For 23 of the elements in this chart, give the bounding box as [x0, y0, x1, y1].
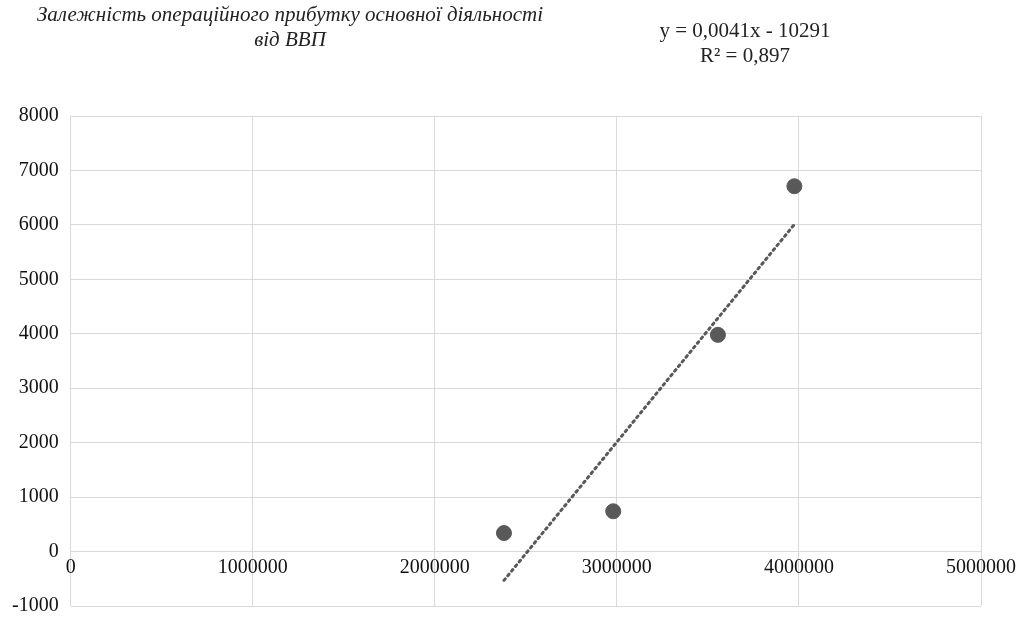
text: R² = 0,897 [699, 43, 791, 68]
y-tick-label: 2000 [18, 429, 59, 452]
x-tick-label: 5000000 [946, 554, 1016, 577]
x-tick-label: 1000000 [217, 554, 288, 577]
y-tick-label: 1000 [18, 484, 59, 507]
x-tick-label: 2000000 [399, 554, 470, 577]
point [605, 503, 622, 520]
x-tick-label: 3000000 [581, 554, 652, 577]
y-tick-label: 3000 [18, 375, 59, 398]
point [495, 525, 512, 542]
y-tick-label: -1000 [11, 593, 59, 616]
x-tick-label: 0 [65, 554, 76, 577]
point [709, 326, 726, 343]
y-tick-label: 5000 [18, 266, 59, 289]
y-tick-label: 8000 [18, 103, 59, 126]
y-tick-label: 4000 [18, 321, 59, 344]
y-tick-label: 6000 [18, 212, 59, 235]
text: y = 0,0041x - 10291 [658, 18, 832, 43]
y-tick-label: 0 [48, 538, 59, 561]
chart-title: Залежність операційного прибутку основної діяльності від ВВП [35, 2, 545, 52]
x-tick-label: 4000000 [763, 554, 834, 577]
point [786, 178, 803, 195]
y-tick-label: 7000 [18, 157, 59, 180]
